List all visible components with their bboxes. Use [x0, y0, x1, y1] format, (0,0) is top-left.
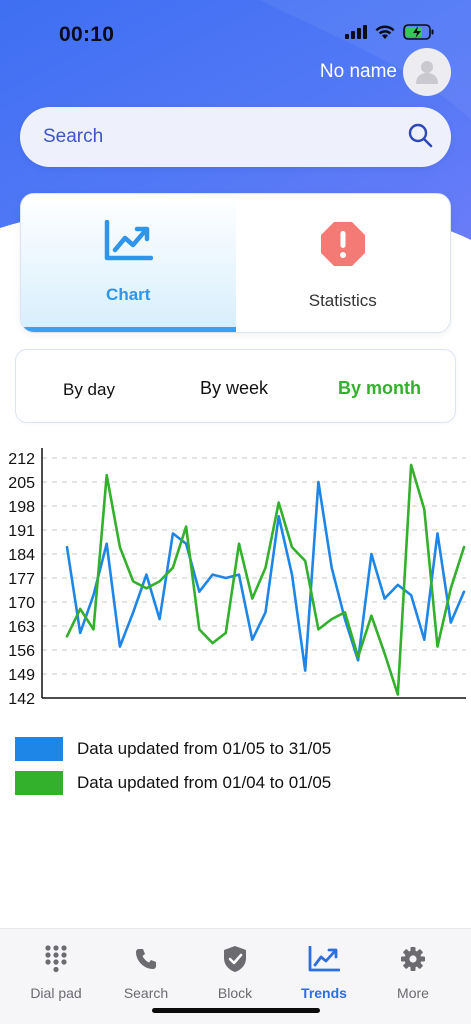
legend-label-current: Data updated from 01/05 to 31/05	[77, 739, 332, 758]
y-tick-label: 205	[8, 475, 35, 492]
tab-dial-pad-label: Dial pad	[30, 985, 82, 1001]
status-bar: 00:10	[0, 0, 471, 70]
series-line-previous	[65, 463, 466, 696]
y-tick-label: 177	[8, 571, 35, 588]
legend-item-current: Data updated from 01/05 to 31/05	[15, 737, 331, 761]
y-tick-label: 198	[8, 499, 35, 516]
y-tick-label: 170	[8, 595, 35, 612]
user-profile[interactable]: No name	[320, 48, 451, 96]
y-tick-label: 184	[8, 547, 35, 564]
period-by-day[interactable]: By day	[63, 380, 115, 399]
user-avatar-icon	[416, 61, 438, 84]
tab-statistics[interactable]: Statistics	[236, 194, 451, 332]
shield-check-icon	[222, 945, 248, 973]
tab-block-label: Block	[217, 985, 253, 1001]
period-by-month[interactable]: By month	[338, 378, 421, 398]
dial-pad-icon	[45, 945, 67, 973]
tab-search[interactable]: Search	[101, 945, 191, 1001]
user-name: No name	[319, 61, 397, 82]
tab-search-label: Search	[123, 985, 169, 1001]
trend-chart-icon	[308, 945, 340, 973]
legend-swatch-previous	[15, 771, 63, 795]
y-tick-label: 142	[8, 691, 35, 708]
tab-more-label: More	[397, 985, 429, 1001]
gear-icon	[400, 945, 426, 973]
tab-chart[interactable]: Chart	[21, 194, 236, 332]
legend-item-previous: Data updated from 01/04 to 01/05	[15, 771, 331, 795]
tab-chart-label: Chart	[106, 285, 151, 304]
y-tick-label: 156	[8, 643, 35, 660]
search-icon[interactable]	[407, 122, 433, 153]
tab-trends-label: Trends	[301, 985, 347, 1001]
alert-octagon-icon	[319, 220, 367, 273]
trend-chart: 212 205 198 191 184 177 170 163 156 149 142	[0, 440, 471, 710]
home-indicator	[152, 1008, 320, 1013]
avatar[interactable]	[403, 48, 451, 96]
legend-swatch-current	[15, 737, 63, 761]
tab-statistics-label: Statistics	[308, 291, 377, 310]
y-tick-label: 163	[8, 619, 35, 636]
line-chart-icon	[103, 219, 154, 267]
status-time: 00:10	[59, 23, 115, 46]
y-tick-label: 191	[8, 523, 35, 540]
wifi-icon	[375, 24, 395, 45]
tab-more[interactable]: More	[368, 945, 458, 1001]
tab-trends[interactable]: Trends	[279, 945, 369, 1001]
tab-dial-pad[interactable]: Dial pad	[11, 945, 101, 1001]
phone-icon	[134, 945, 158, 973]
y-tick-label: 149	[8, 667, 35, 684]
battery-charging-icon	[403, 24, 435, 45]
legend-label-previous: Data updated from 01/04 to 01/05	[77, 773, 332, 792]
chart-legend: Data updated from 01/05 to 31/05 Data up…	[15, 737, 331, 805]
status-icons	[345, 24, 435, 45]
search-bar[interactable]	[20, 107, 451, 167]
view-mode-switcher: Chart Statistics	[20, 193, 451, 333]
y-tick-label: 212	[8, 451, 35, 468]
cellular-signal-icon	[345, 25, 367, 44]
series-line-current	[65, 480, 466, 672]
trend-chart-svg: 212 205 198 191 184 177 170 163 156 149 142	[8, 448, 466, 708]
period-selector: By day By week By month	[15, 349, 456, 423]
search-input[interactable]	[43, 126, 407, 148]
tab-block[interactable]: Block	[190, 945, 280, 1001]
period-by-week[interactable]: By week	[200, 378, 269, 398]
